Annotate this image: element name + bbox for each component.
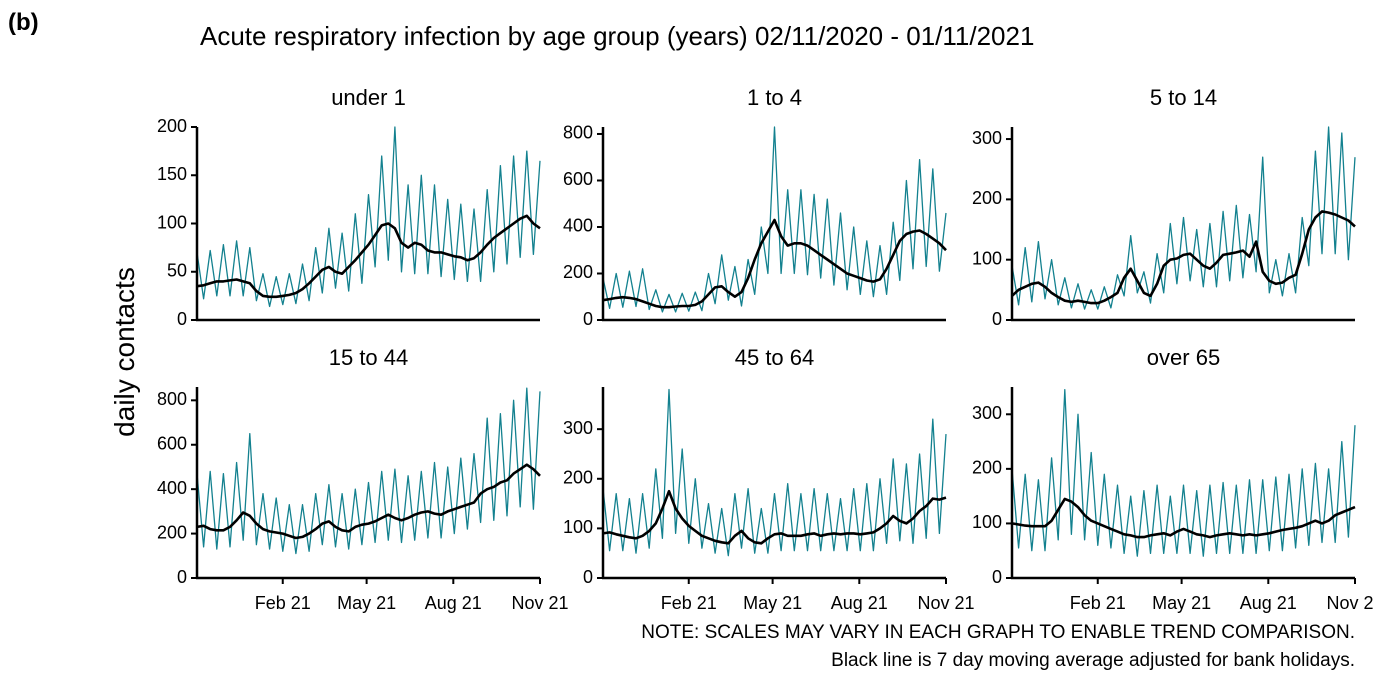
daily-line	[1011, 126, 1356, 310]
y-tick-label: 150	[157, 164, 187, 184]
y-tick-label: 0	[583, 309, 593, 329]
facet-title: 45 to 64	[735, 345, 815, 370]
y-tick-label: 800	[563, 123, 593, 143]
x-tick-label: Feb 21	[1070, 593, 1126, 613]
y-tick-label: 100	[972, 248, 1002, 268]
y-tick-label: 100	[972, 512, 1002, 532]
y-tick-label: 300	[972, 128, 1002, 148]
moving-average-line	[1011, 497, 1356, 539]
daily-line	[602, 126, 947, 313]
x-tick-label: May 21	[337, 593, 396, 613]
y-tick-label: 0	[177, 309, 187, 329]
moving-average-line	[602, 218, 947, 309]
figure-label: (b)	[8, 9, 39, 36]
facet-title: 5 to 14	[1150, 85, 1217, 110]
y-tick-label: 0	[992, 567, 1002, 587]
facet-title: 15 to 44	[329, 345, 409, 370]
y-tick-label: 200	[563, 262, 593, 282]
x-tick-label: Nov 21	[1326, 593, 1373, 613]
facet-title: over 65	[1147, 345, 1220, 370]
y-tick-label: 100	[157, 212, 187, 232]
moving-average-line	[1011, 210, 1356, 305]
note: NOTE: SCALES MAY VARY IN EACH GRAPH TO E…	[641, 622, 1355, 643]
daily-line	[1011, 389, 1356, 557]
y-tick-label: 400	[157, 478, 187, 498]
daily-line	[196, 387, 541, 555]
y-tick-label: 200	[563, 468, 593, 488]
y-tick-label: 100	[563, 517, 593, 537]
y-tick-label: 200	[157, 522, 187, 542]
y-tick-label: 400	[563, 216, 593, 236]
footnote: Black line is 7 day moving average adjus…	[831, 650, 1355, 671]
x-tick-label: Aug 21	[425, 593, 482, 613]
x-tick-label: May 21	[1152, 593, 1211, 613]
x-tick-label: May 21	[743, 593, 802, 613]
y-tick-label: 800	[157, 389, 187, 409]
x-tick-label: Feb 21	[255, 593, 311, 613]
facet-title: under 1	[331, 85, 406, 110]
x-tick-label: Nov 21	[511, 593, 568, 613]
x-tick-label: Aug 21	[1240, 593, 1297, 613]
x-tick-label: Aug 21	[831, 593, 888, 613]
y-tick-label: 0	[177, 567, 187, 587]
y-tick-label: 600	[563, 169, 593, 189]
y-tick-label: 50	[167, 261, 187, 281]
y-tick-label: 200	[972, 188, 1002, 208]
y-axis-label: daily contacts	[109, 267, 140, 437]
y-tick-label: 0	[583, 567, 593, 587]
moving-average-line	[196, 214, 541, 299]
x-tick-label: Feb 21	[661, 593, 717, 613]
y-tick-label: 200	[157, 116, 187, 136]
y-tick-label: 0	[992, 309, 1002, 329]
daily-line	[602, 388, 947, 557]
x-tick-label: Nov 21	[917, 593, 974, 613]
y-tick-label: 200	[972, 458, 1002, 478]
daily-line	[196, 126, 541, 308]
y-tick-label: 600	[157, 433, 187, 453]
y-tick-label: 300	[972, 403, 1002, 423]
moving-average-line	[602, 489, 947, 545]
chart-title: Acute respiratory infection by age group…	[200, 21, 1034, 51]
moving-average-line	[196, 463, 541, 540]
y-tick-label: 300	[563, 418, 593, 438]
facet-title: 1 to 4	[747, 85, 802, 110]
